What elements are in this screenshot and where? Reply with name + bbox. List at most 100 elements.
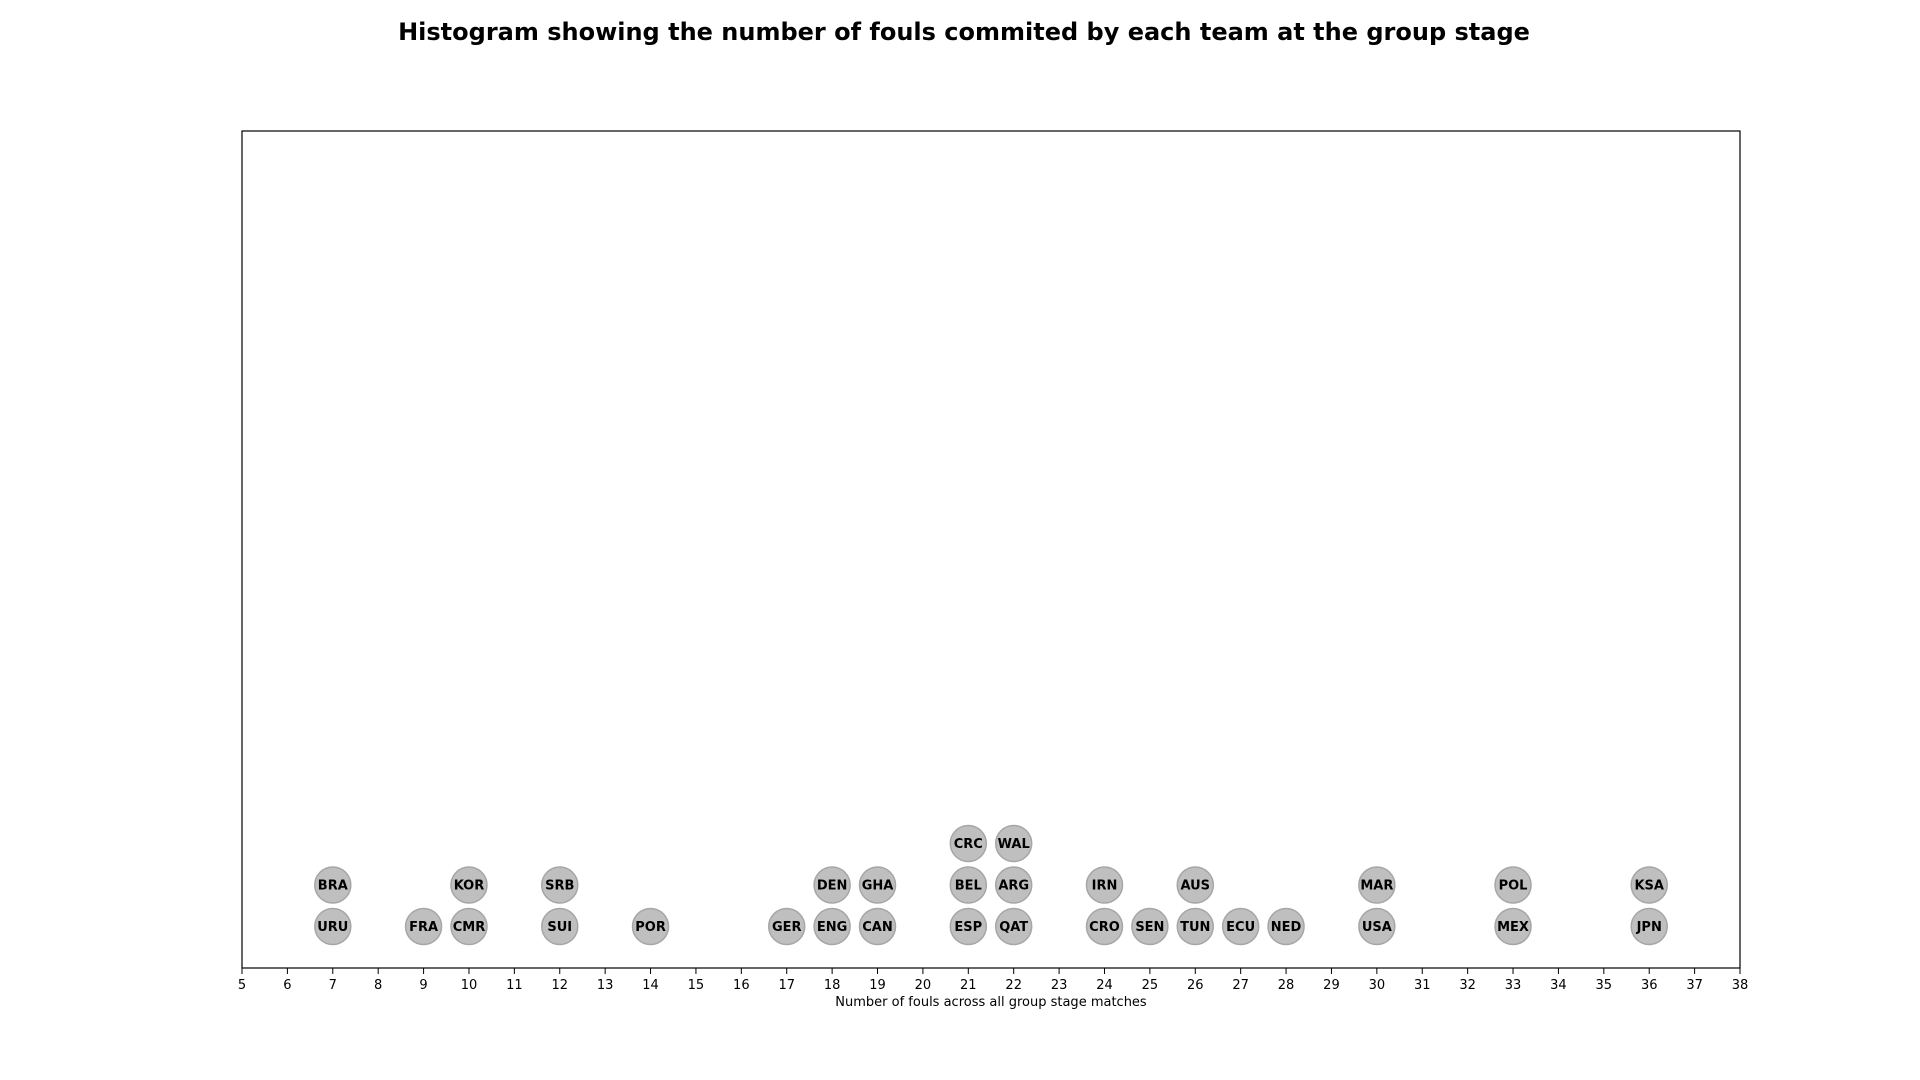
team-point (1358, 866, 1396, 904)
x-tick-label: 36 (1641, 978, 1658, 993)
team-point (994, 907, 1033, 946)
team-label: GHA (862, 879, 894, 894)
team-marker: CMR (450, 907, 488, 946)
x-tick-label: 35 (1596, 978, 1613, 993)
x-tick-label: 7 (329, 978, 337, 993)
x-tick-label: 22 (1005, 978, 1022, 993)
team-point (994, 824, 1033, 863)
team-marker: BRA (314, 866, 352, 904)
team-label: BEL (955, 879, 982, 894)
team-label: CAN (862, 920, 892, 935)
team-point (949, 907, 988, 946)
team-label: ESP (954, 920, 982, 935)
team-marker: ARG (994, 866, 1033, 904)
team-label: GER (772, 920, 802, 935)
x-tick-label: 27 (1232, 978, 1249, 993)
team-point (450, 907, 488, 946)
team-marker: JPN (1630, 907, 1668, 946)
team-point (1267, 907, 1305, 946)
team-label: QAT (999, 920, 1028, 935)
team-label: ECU (1226, 920, 1255, 935)
team-marker: SEN (1131, 907, 1169, 946)
team-point (1630, 866, 1668, 904)
team-point (1085, 907, 1124, 946)
team-label: ARG (998, 879, 1029, 894)
team-label: POR (635, 920, 666, 935)
team-label: JPN (1636, 920, 1662, 935)
team-point (1494, 866, 1532, 904)
x-tick-label: 11 (506, 978, 523, 993)
team-marker: AUS (1176, 866, 1215, 904)
team-point (314, 866, 352, 904)
x-tick-label: 23 (1051, 978, 1068, 993)
x-tick-label: 34 (1550, 978, 1567, 993)
team-marker: NED (1267, 907, 1305, 946)
team-marker: FRA (404, 907, 443, 946)
x-tick-label: 32 (1459, 978, 1476, 993)
team-marker: WAL (994, 824, 1033, 863)
team-point (404, 907, 443, 946)
x-tick-label: 19 (869, 978, 886, 993)
team-point (631, 907, 670, 946)
x-tick-label: 33 (1505, 978, 1522, 993)
x-tick-label: 38 (1732, 978, 1749, 993)
team-marker: CRC (949, 824, 988, 863)
x-tick-label: 5 (238, 978, 246, 993)
team-marker: CRO (1085, 907, 1124, 946)
x-tick-label: 18 (824, 978, 841, 993)
x-tick-label: 17 (778, 978, 795, 993)
team-point (858, 866, 897, 904)
team-marker: MEX (1494, 907, 1532, 946)
team-point (541, 866, 579, 904)
team-label: WAL (998, 837, 1030, 852)
team-point (813, 907, 851, 946)
team-point (314, 907, 352, 946)
team-marker: ESP (949, 907, 988, 946)
team-point (858, 907, 897, 946)
x-axis-label: Number of fouls across all group stage m… (835, 995, 1147, 1010)
team-marker: BEL (949, 866, 988, 904)
x-tick-label: 25 (1142, 978, 1159, 993)
x-tick-label: 12 (551, 978, 568, 993)
team-label: URU (317, 920, 348, 935)
team-point (1630, 907, 1668, 946)
chart-title: Histogram showing the number of fouls co… (398, 18, 1530, 46)
team-label: IRN (1092, 879, 1118, 894)
team-marker: URU (314, 907, 352, 946)
x-tick-label: 24 (1096, 978, 1113, 993)
team-point (450, 866, 488, 904)
x-tick-label: 9 (419, 978, 427, 993)
team-label: MEX (1497, 920, 1529, 935)
team-label: KSA (1634, 879, 1664, 894)
x-tick-label: 21 (960, 978, 977, 993)
team-label: KOR (454, 879, 485, 894)
team-marker: GER (767, 907, 806, 946)
team-marker: KSA (1630, 866, 1668, 904)
x-tick-label: 16 (733, 978, 750, 993)
team-label: SEN (1135, 920, 1164, 935)
team-label: POL (1499, 879, 1528, 894)
team-point (1494, 907, 1532, 946)
x-tick-label: 13 (597, 978, 614, 993)
team-point (949, 866, 988, 904)
x-tick-label: 26 (1187, 978, 1204, 993)
x-tick-label: 20 (915, 978, 932, 993)
x-tick-label: 29 (1323, 978, 1340, 993)
team-marker: SRB (541, 866, 579, 904)
x-tick-label: 8 (374, 978, 382, 993)
team-point (1358, 907, 1396, 946)
team-label: SUI (547, 920, 572, 935)
team-label: CRC (954, 837, 983, 852)
team-point (813, 866, 851, 904)
team-point (1221, 907, 1260, 946)
x-tick-label: 28 (1278, 978, 1295, 993)
team-point (1176, 907, 1215, 946)
team-marker: CAN (858, 907, 897, 946)
team-marker: ECU (1221, 907, 1260, 946)
team-marker: SUI (541, 907, 579, 946)
team-point (1176, 866, 1215, 904)
team-point (1131, 907, 1169, 946)
team-label: AUS (1180, 879, 1210, 894)
x-tick-label: 30 (1369, 978, 1386, 993)
